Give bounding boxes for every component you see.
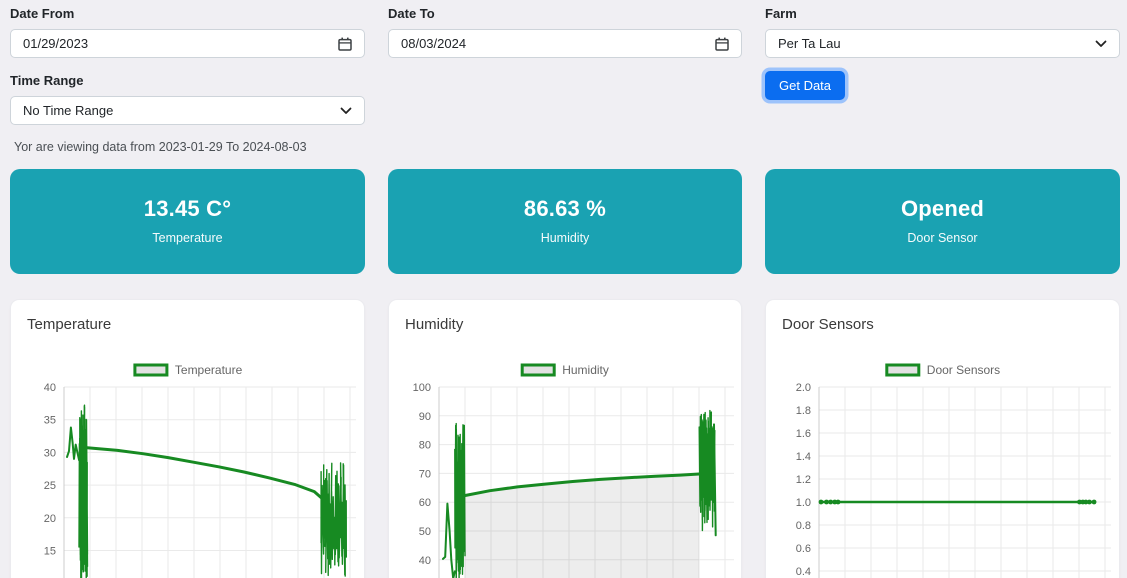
svg-text:1.4: 1.4 [796, 451, 811, 463]
svg-text:0.6: 0.6 [796, 543, 811, 555]
temperature-chart-card: Temperature 40353025201510Temperature [10, 299, 365, 578]
time-range-select[interactable]: No Time Range [10, 96, 365, 125]
svg-text:35: 35 [44, 415, 56, 427]
temperature-stat-label: Temperature [152, 231, 223, 245]
svg-text:30: 30 [44, 447, 56, 459]
svg-text:1.2: 1.2 [796, 474, 811, 486]
svg-text:Humidity: Humidity [562, 363, 609, 377]
svg-text:80: 80 [419, 440, 431, 452]
svg-text:50: 50 [419, 526, 431, 538]
farm-value: Per Ta Lau [778, 36, 841, 51]
farm-select[interactable]: Per Ta Lau [765, 29, 1120, 58]
svg-text:90: 90 [419, 411, 431, 423]
chevron-down-icon [340, 107, 352, 115]
date-to-input[interactable]: 08/03/2024 [388, 29, 742, 58]
svg-text:1.6: 1.6 [796, 428, 811, 440]
date-from-input[interactable]: 01/29/2023 [10, 29, 365, 58]
humidity-chart-card: Humidity 100 90 80 70 60 50 40 Humidity [388, 299, 742, 578]
door-sensors-chart-card: Door Sensors 2.0 1.8 1.6 1.4 1.2 1.0 0.8 0.6 0.4… [765, 299, 1120, 578]
humidity-chart-title: Humidity [405, 316, 464, 333]
svg-text:40: 40 [419, 555, 431, 567]
humidity-chart: 100 90 80 70 60 50 40 Humidity [413, 363, 734, 578]
svg-text:25: 25 [44, 480, 56, 492]
svg-text:20: 20 [44, 513, 56, 525]
calendar-icon[interactable] [715, 37, 729, 51]
calendar-icon[interactable] [338, 37, 352, 51]
humidity-stat-card: 86.63 % Humidity [388, 169, 742, 274]
date-from-value: 01/29/2023 [23, 36, 89, 51]
filter-form: Date From 01/29/2023 Time Range No Time … [0, 0, 1127, 125]
date-to-label: Date To [388, 6, 435, 21]
svg-text:Door Sensors: Door Sensors [927, 363, 1000, 377]
door-sensor-stat-card: Opened Door Sensor [765, 169, 1120, 274]
svg-text:100: 100 [413, 382, 431, 394]
door-sensors-chart-title: Door Sensors [782, 316, 874, 333]
svg-text:Temperature: Temperature [175, 363, 243, 377]
viewing-range-text: Yor are viewing data from 2023-01-29 To … [14, 140, 307, 154]
svg-text:0.8: 0.8 [796, 520, 811, 532]
svg-text:2.0: 2.0 [796, 382, 811, 394]
humidity-stat-value: 86.63 % [523, 196, 607, 221]
temperature-stat-value: 13.45 C° [143, 196, 232, 221]
svg-text:1.8: 1.8 [796, 405, 811, 417]
farm-label: Farm [765, 6, 797, 21]
svg-text:60: 60 [419, 497, 431, 509]
door-sensors-chart: 2.0 1.8 1.6 1.4 1.2 1.0 0.8 0.6 0.4 Door Sensors [796, 363, 1111, 578]
door-sensor-stat-label: Door Sensor [907, 231, 978, 245]
chevron-down-icon [1095, 40, 1107, 48]
svg-text:1.0: 1.0 [796, 497, 811, 509]
get-data-button[interactable]: Get Data [765, 71, 846, 100]
temperature-chart-title: Temperature [27, 316, 112, 333]
svg-text:15: 15 [44, 546, 56, 558]
time-range-value: No Time Range [23, 103, 114, 118]
filter-col-middle: Date To 08/03/2024 [388, 6, 742, 125]
filter-col-right: Farm Per Ta Lau Get Data [765, 6, 1120, 125]
filter-col-left: Date From 01/29/2023 Time Range No Time … [10, 6, 365, 125]
date-to-value: 08/03/2024 [401, 36, 467, 51]
time-range-label: Time Range [10, 73, 84, 88]
svg-text:40: 40 [44, 382, 56, 394]
date-from-label: Date From [10, 6, 75, 21]
humidity-stat-label: Humidity [540, 231, 590, 245]
summary-cards: 13.45 C° Temperature 86.63 % Humidity Op… [0, 169, 1127, 274]
svg-text:70: 70 [419, 468, 431, 480]
door-sensor-stat-value: Opened [900, 196, 985, 221]
svg-text:0.4: 0.4 [796, 566, 811, 578]
temperature-stat-card: 13.45 C° Temperature [10, 169, 365, 274]
chart-cards: Temperature 40353025201510Temperature Hu… [0, 299, 1127, 578]
temperature-chart: 40353025201510Temperature [44, 363, 356, 578]
